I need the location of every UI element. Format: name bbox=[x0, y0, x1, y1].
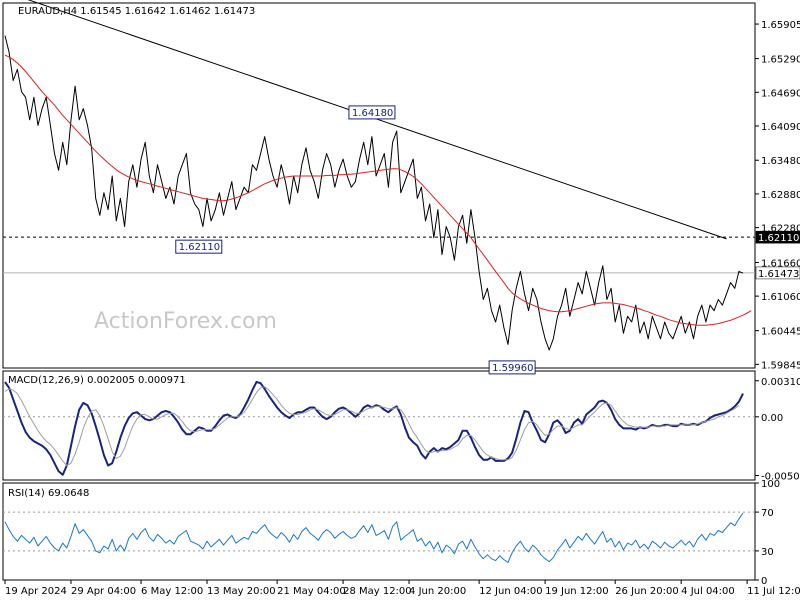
macd-ytick-label: 0.003109 bbox=[761, 377, 800, 388]
macd-ytick-label: -0.005064 bbox=[761, 472, 800, 483]
rsi-ytick-label: 30 bbox=[761, 547, 774, 558]
price-annotation-box bbox=[175, 239, 223, 254]
price-series-1 bbox=[4, 54, 752, 326]
watermark: ActionForex.com bbox=[94, 309, 277, 334]
price-annotation-label: 1.62110 bbox=[179, 242, 220, 253]
rsi-panel-frame bbox=[2, 482, 756, 581]
x-tick-label: 4 Jun 20:00 bbox=[409, 586, 466, 597]
x-tick-label: 11 Jul 12:00 bbox=[747, 586, 800, 597]
price-ytick-label: 1.65905 bbox=[761, 20, 800, 31]
price-series-0 bbox=[4, 35, 744, 351]
x-tick-label: 26 Jun 20:00 bbox=[615, 586, 679, 597]
price-hline-label: 1.62110 bbox=[758, 233, 799, 244]
price-ytick-label: 1.64090 bbox=[761, 122, 800, 133]
x-tick-label: 19 Jun 12:00 bbox=[545, 586, 609, 597]
price-ytick-label: 1.62280 bbox=[761, 224, 800, 235]
macd-label: MACD(12,26,9) 0.002005 0.000971 bbox=[8, 375, 186, 386]
price-ytick-label: 1.59845 bbox=[761, 360, 800, 371]
rsi-ytick-label: 0 bbox=[761, 576, 767, 587]
price-ytick-label: 1.62880 bbox=[761, 190, 800, 201]
price-hline-tag bbox=[755, 230, 800, 244]
price-annotation-box bbox=[488, 360, 536, 375]
price-ytick-label: 1.64690 bbox=[761, 88, 800, 99]
price-ytick-label: 1.60445 bbox=[761, 327, 800, 338]
price-ytick-label: 1.61660 bbox=[761, 258, 800, 269]
x-tick-label: 12 Jun 04:00 bbox=[479, 586, 543, 597]
annotations: 1.64180 1.62110 1.59960 bbox=[175, 105, 536, 375]
price-hline-tag bbox=[755, 266, 800, 280]
macd-panel-frame bbox=[2, 370, 756, 481]
rsi-ytick-label: 70 bbox=[761, 508, 774, 519]
x-tick-label: 28 May 12:00 bbox=[343, 586, 412, 597]
x-axis: 19 Apr 2024 29 Apr 04:00 6 May 12:00 13 May… bbox=[4, 580, 800, 597]
x-tick-label: 4 Jul 04:00 bbox=[681, 586, 735, 597]
price-hline-label: 1.61473 bbox=[758, 269, 799, 280]
series-lines bbox=[4, 35, 752, 563]
price-header: EURAUD,H4 1.61545 1.61642 1.61462 1.6147… bbox=[18, 6, 255, 17]
price-ytick-label: 1.65290 bbox=[761, 55, 800, 66]
macd-series-0 bbox=[4, 381, 744, 476]
price-ytick-label: 1.63480 bbox=[761, 156, 800, 167]
rsi-series-0 bbox=[4, 512, 744, 563]
price-annotation-label: 1.64180 bbox=[352, 108, 393, 119]
x-tick-label: 13 May 20:00 bbox=[207, 586, 276, 597]
y-axis-ticks: 1.65905 1.65290 1.64690 1.64090 1.63480 1.628… bbox=[755, 20, 800, 587]
panel-frames bbox=[2, 2, 756, 581]
x-tick-label: 29 Apr 04:00 bbox=[71, 586, 136, 597]
price-annotation-box bbox=[348, 105, 396, 120]
price-annotation-label: 1.59960 bbox=[492, 363, 533, 374]
rsi-label: RSI(14) 69.0648 bbox=[8, 488, 89, 499]
rsi-ytick-label: 100 bbox=[761, 479, 780, 490]
macd-series-1 bbox=[4, 386, 740, 466]
x-tick-label: 19 Apr 2024 bbox=[5, 586, 67, 597]
price-ytick-label: 1.61060 bbox=[761, 292, 800, 303]
x-tick-label: 21 May 04:00 bbox=[277, 586, 346, 597]
macd-ytick-label: 0.00 bbox=[761, 413, 783, 424]
x-tick-label: 6 May 12:00 bbox=[141, 586, 203, 597]
